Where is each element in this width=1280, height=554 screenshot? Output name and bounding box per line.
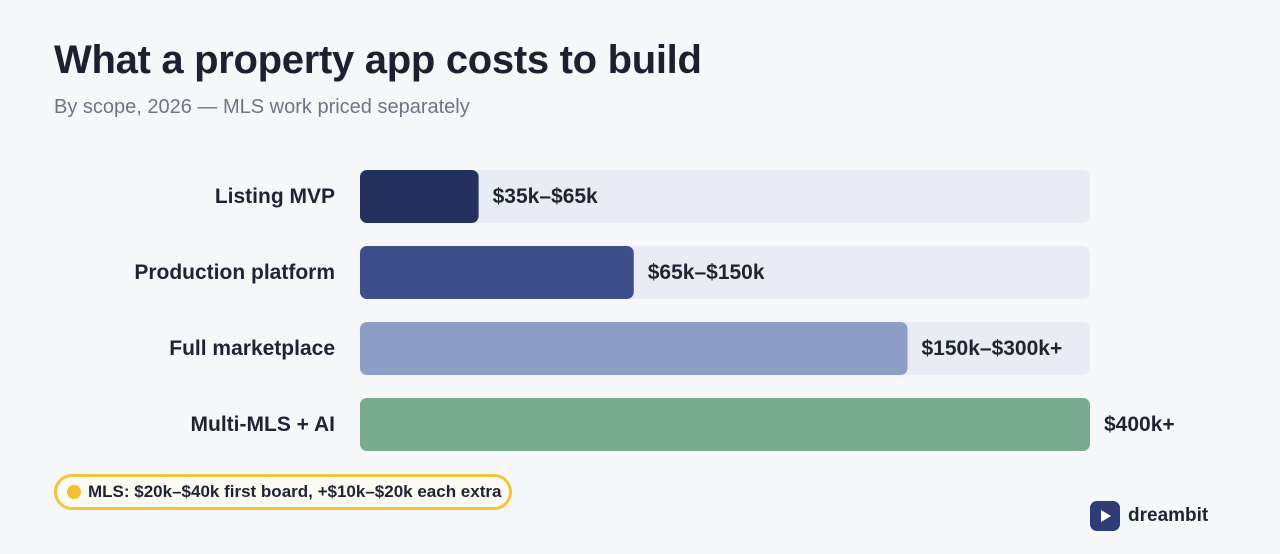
category-label: Production platform [134, 261, 335, 284]
mls-note-badge: MLS: $20k–$40k first board, +$10k–$20k e… [54, 474, 513, 510]
bar [360, 398, 1090, 451]
chart-subtitle: By scope, 2026 — MLS work priced separat… [54, 96, 470, 118]
value-label: $35k–$65k [493, 185, 598, 208]
brand-logo: dreambit [1090, 501, 1208, 531]
bar [360, 246, 634, 299]
note-dot-icon [67, 485, 81, 499]
category-label: Multi-MLS + AI [191, 413, 335, 436]
play-icon [1090, 501, 1120, 531]
bar [360, 170, 479, 223]
value-label: $150k–$300k+ [922, 337, 1063, 360]
category-label: Full marketplace [169, 337, 335, 360]
bar-track [360, 170, 1090, 223]
value-label: $65k–$150k [648, 261, 765, 284]
mls-note-text: MLS: $20k–$40k first board, +$10k–$20k e… [88, 482, 502, 501]
value-label: $400k+ [1104, 413, 1175, 436]
brand-name: dreambit [1128, 505, 1209, 526]
bar [360, 322, 908, 375]
category-label: Listing MVP [215, 185, 335, 208]
chart-title: What a property app costs to build [54, 38, 702, 82]
